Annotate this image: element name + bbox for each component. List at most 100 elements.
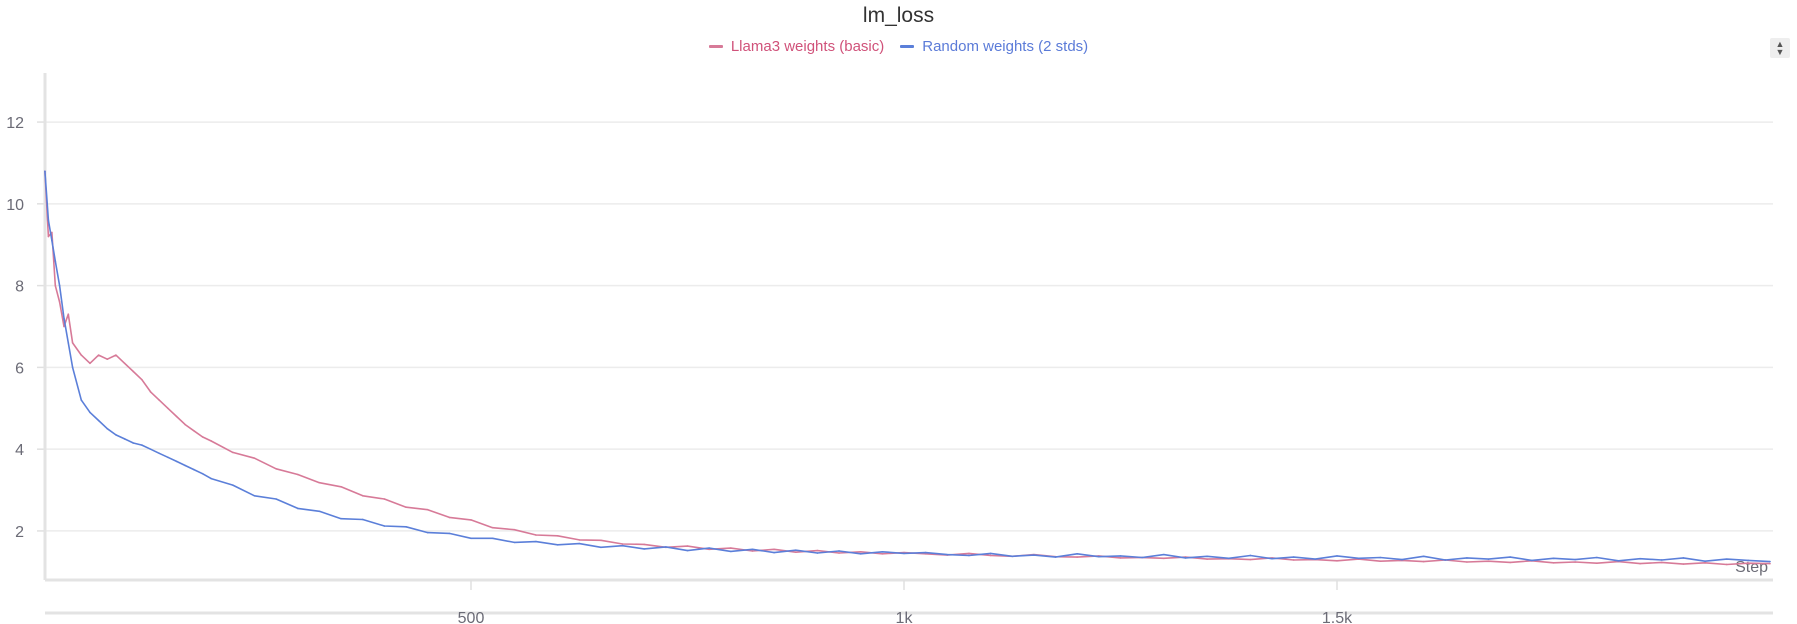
data-point	[318, 481, 321, 484]
data-point	[816, 552, 819, 554]
data-point	[1206, 555, 1208, 558]
data-point	[1401, 558, 1403, 561]
data-point	[448, 516, 451, 519]
legend-swatch-llama3	[708, 45, 723, 48]
data-point	[946, 553, 949, 556]
data-point	[1509, 556, 1511, 558]
data-point	[167, 456, 169, 459]
data-point	[1184, 557, 1187, 559]
data-point	[1769, 560, 1771, 563]
data-point	[1357, 557, 1360, 560]
data-point	[1336, 559, 1338, 562]
data-point	[47, 219, 50, 221]
data-point	[1552, 562, 1555, 564]
data-point	[513, 541, 516, 544]
data-point	[1574, 561, 1576, 563]
data-point	[1422, 560, 1425, 563]
data-point	[1725, 558, 1728, 560]
data-point	[989, 552, 992, 555]
data-point	[903, 552, 905, 555]
data-point	[773, 551, 775, 554]
data-point	[556, 544, 559, 546]
data-point	[1141, 556, 1143, 559]
data-point	[340, 517, 342, 520]
data-point	[989, 554, 992, 557]
data-point	[201, 472, 204, 475]
data-point	[149, 391, 152, 393]
data-point	[1747, 559, 1750, 562]
data-point	[1660, 561, 1663, 564]
x-tick-label: 500	[458, 610, 485, 624]
data-point	[600, 546, 602, 549]
data-point	[881, 553, 884, 555]
x-tick-label: 1.5k	[1322, 610, 1353, 624]
data-point	[838, 552, 840, 554]
data-point	[361, 494, 364, 497]
data-point	[167, 407, 169, 410]
data-point	[1076, 553, 1078, 555]
data-point	[1011, 555, 1014, 558]
data-point	[1422, 555, 1425, 558]
data-point	[1163, 553, 1165, 556]
data-point	[578, 542, 581, 545]
data-point	[426, 508, 429, 511]
data-point	[751, 550, 754, 552]
data-point	[1379, 560, 1382, 562]
legend-swatch-random	[900, 45, 915, 48]
data-point	[600, 539, 602, 542]
data-point	[535, 540, 537, 543]
data-point	[175, 415, 178, 418]
data-point	[44, 170, 46, 172]
data-point	[1227, 557, 1230, 560]
data-point	[1660, 559, 1663, 561]
data-point	[253, 457, 256, 459]
data-point	[859, 550, 862, 553]
data-point	[535, 534, 537, 536]
y-tick-label: 8	[15, 279, 24, 296]
data-point	[67, 313, 70, 316]
data-point	[794, 549, 797, 551]
data-point	[158, 399, 161, 401]
data-point	[1682, 557, 1685, 559]
y-tick-label: 2	[15, 524, 24, 541]
data-point	[123, 438, 126, 440]
data-point	[1292, 556, 1295, 558]
data-point	[1033, 554, 1035, 556]
data-point	[1682, 563, 1685, 565]
data-point	[115, 434, 117, 436]
data-point	[1163, 557, 1165, 560]
data-point	[383, 525, 386, 527]
data-point	[47, 235, 50, 238]
data-point	[1466, 557, 1468, 559]
data-point	[1725, 563, 1728, 566]
data-point	[1487, 558, 1490, 560]
data-point	[1206, 558, 1208, 560]
data-point	[115, 354, 117, 356]
data-point	[141, 378, 143, 381]
data-point	[71, 342, 74, 344]
data-point	[686, 549, 689, 552]
data-point	[1249, 558, 1252, 561]
data-point	[794, 551, 797, 553]
sort-arrows-icon[interactable]: ▲ ▼	[1770, 38, 1790, 58]
chart-title: lm_loss	[862, 4, 935, 27]
legend-item-random[interactable]: Random weights (2 stds)	[900, 38, 1088, 55]
legend-label-llama3: Llama3 weights (basic)	[730, 38, 885, 55]
data-point	[1292, 559, 1295, 561]
data-point	[643, 543, 645, 546]
data-point	[1098, 555, 1100, 558]
data-point	[184, 464, 187, 467]
data-point	[1509, 561, 1511, 564]
legend-label-random: Random weights (2 stds)	[922, 38, 1089, 55]
data-point	[132, 370, 135, 373]
series-line-random-weights	[44, 171, 1771, 563]
data-point	[175, 460, 178, 463]
legend-item-llama3[interactable]: Llama3 weights (basic)	[708, 38, 885, 55]
data-point	[968, 552, 970, 555]
data-point	[58, 301, 61, 303]
data-point	[773, 548, 775, 551]
data-point	[80, 354, 83, 356]
data-point	[297, 507, 299, 510]
data-point	[184, 423, 187, 426]
